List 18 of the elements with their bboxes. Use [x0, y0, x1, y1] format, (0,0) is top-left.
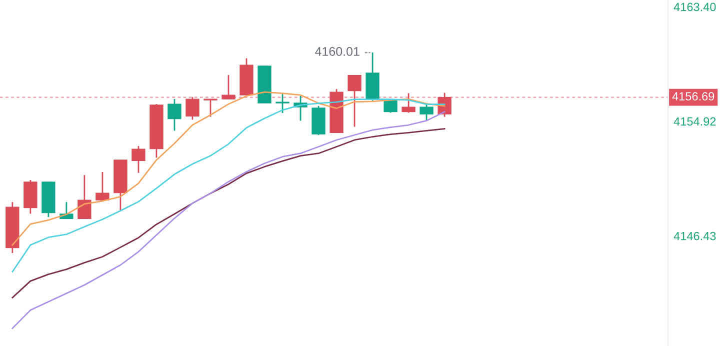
- candlestick: [348, 74, 362, 128]
- candlestick: [132, 145, 146, 174]
- candlestick: [78, 174, 92, 220]
- candlestick: [276, 93, 290, 114]
- line-series: [12, 128, 446, 298]
- candlestick: [96, 171, 110, 201]
- candlestick: [384, 99, 398, 114]
- ref-line-label: 4156.69: [672, 92, 714, 101]
- candlestick: [420, 104, 434, 122]
- annotation: 4160.01: [315, 47, 360, 56]
- candlestick: [204, 98, 218, 118]
- candlestick: [402, 92, 416, 114]
- candlestick: [168, 98, 182, 132]
- y-tick-label: 4163.40: [674, 2, 716, 12]
- y-tick-label: 4154.92: [674, 117, 716, 126]
- candlestick: [186, 96, 200, 120]
- y-tick-label: 4146.43: [674, 232, 716, 240]
- candlestick: [222, 74, 236, 100]
